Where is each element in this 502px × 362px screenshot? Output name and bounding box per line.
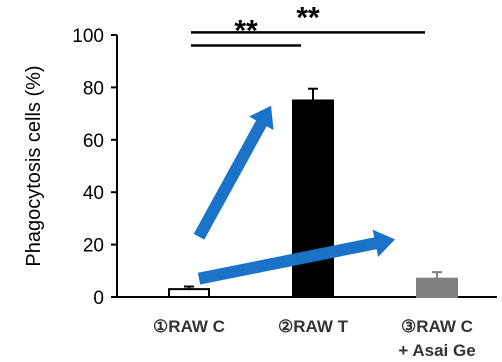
- y-tick-label: 60: [83, 131, 104, 152]
- category-label: ②RAW T: [278, 317, 349, 336]
- trend-arrow: [197, 229, 395, 285]
- trend-arrow: [193, 105, 274, 240]
- category-label: ③RAW C: [401, 317, 473, 336]
- y-tick-label: 80: [83, 78, 104, 99]
- y-ticks: 0 20 40 60 80 100: [72, 26, 117, 309]
- bars: [168, 99, 458, 299]
- significance-label: **: [296, 1, 320, 34]
- y-axis-title: Phagocytosis cells (%): [23, 65, 45, 266]
- y-tick-label: 20: [83, 236, 104, 257]
- bar: [168, 288, 210, 299]
- y-tick-label: 40: [83, 183, 104, 204]
- significance-label: **: [234, 14, 258, 47]
- error-bars: [184, 87, 442, 290]
- significance-brackets: ** **: [191, 1, 425, 47]
- category-labels: ①RAW C ②RAW T ③RAW C + Asai Ge: [153, 317, 476, 360]
- category-label: ①RAW C: [153, 317, 225, 336]
- y-tick-label: 100: [72, 26, 104, 47]
- bar: [416, 277, 458, 299]
- category-label: + Asai Ge: [398, 341, 475, 360]
- bar: [292, 99, 334, 298]
- y-tick-label: 0: [93, 288, 104, 309]
- trend-arrows: [193, 105, 395, 285]
